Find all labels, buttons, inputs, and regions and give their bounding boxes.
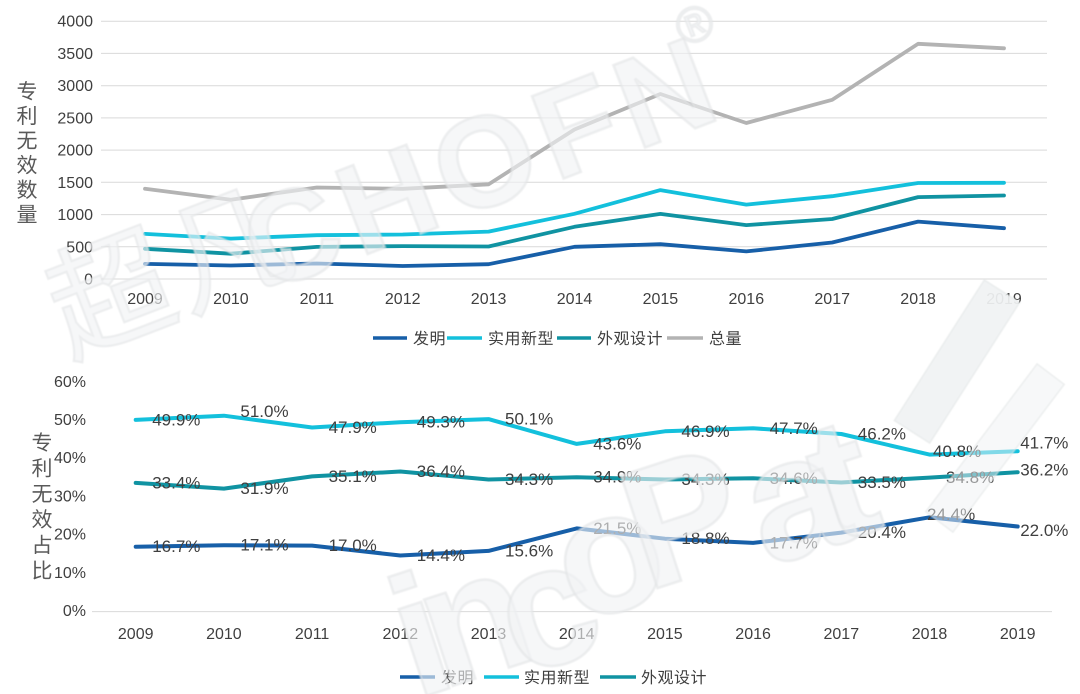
svg-text:21.5%: 21.5%: [593, 519, 641, 538]
svg-text:1500: 1500: [57, 175, 93, 192]
svg-text:2010: 2010: [206, 626, 242, 643]
svg-text:35.1%: 35.1%: [329, 467, 377, 486]
svg-text:2015: 2015: [643, 291, 679, 308]
svg-text:60%: 60%: [54, 374, 86, 391]
svg-text:50%: 50%: [54, 412, 86, 429]
svg-text:500: 500: [66, 239, 93, 256]
svg-text:34.9%: 34.9%: [593, 468, 641, 487]
svg-text:2016: 2016: [735, 626, 771, 643]
svg-text:2018: 2018: [912, 626, 948, 643]
svg-text:2011: 2011: [300, 291, 335, 308]
svg-text:2000: 2000: [57, 143, 93, 160]
svg-text:2013: 2013: [471, 626, 507, 643]
svg-text:49.9%: 49.9%: [152, 410, 200, 429]
svg-text:2017: 2017: [814, 291, 850, 308]
svg-text:30%: 30%: [54, 488, 86, 505]
svg-text:2019: 2019: [1000, 626, 1036, 643]
svg-text:18.8%: 18.8%: [681, 529, 729, 548]
svg-text:50.1%: 50.1%: [505, 410, 553, 429]
svg-text:3500: 3500: [57, 46, 93, 63]
svg-text:40%: 40%: [54, 450, 86, 467]
svg-text:2013: 2013: [471, 291, 507, 308]
svg-text:2011: 2011: [295, 626, 330, 643]
svg-text:1000: 1000: [57, 207, 93, 224]
svg-text:2010: 2010: [213, 291, 249, 308]
svg-text:2014: 2014: [559, 626, 595, 643]
svg-text:2012: 2012: [385, 291, 421, 308]
svg-text:17.1%: 17.1%: [240, 536, 288, 555]
svg-text:2016: 2016: [729, 291, 765, 308]
svg-text:34.6%: 34.6%: [770, 469, 818, 488]
svg-text:16.7%: 16.7%: [152, 537, 200, 556]
svg-text:20.4%: 20.4%: [858, 523, 906, 542]
svg-text:14.4%: 14.4%: [417, 546, 465, 565]
svg-text:2015: 2015: [647, 626, 683, 643]
svg-text:10%: 10%: [54, 565, 86, 582]
svg-text:49.3%: 49.3%: [417, 413, 465, 432]
svg-text:17.0%: 17.0%: [329, 536, 377, 555]
svg-text:34.3%: 34.3%: [681, 470, 729, 489]
svg-text:20%: 20%: [54, 527, 86, 544]
svg-text:0%: 0%: [63, 603, 86, 620]
svg-text:2018: 2018: [900, 291, 936, 308]
svg-text:46.2%: 46.2%: [858, 425, 906, 444]
svg-text:2012: 2012: [383, 626, 419, 643]
svg-text:46.9%: 46.9%: [681, 422, 729, 441]
svg-text:47.7%: 47.7%: [770, 419, 818, 438]
svg-text:31.9%: 31.9%: [240, 479, 288, 498]
svg-text:51.0%: 51.0%: [240, 402, 288, 421]
svg-text:41.7%: 41.7%: [1020, 434, 1068, 453]
svg-text:2017: 2017: [824, 626, 860, 643]
svg-text:36.2%: 36.2%: [1020, 461, 1068, 480]
svg-text:43.6%: 43.6%: [593, 434, 641, 453]
svg-text:2009: 2009: [118, 626, 154, 643]
svg-text:4000: 4000: [57, 14, 93, 31]
svg-text:34.3%: 34.3%: [505, 470, 553, 489]
svg-text:17.7%: 17.7%: [770, 533, 818, 552]
svg-text:33.5%: 33.5%: [858, 473, 906, 492]
svg-text:3000: 3000: [57, 78, 93, 95]
svg-text:47.9%: 47.9%: [329, 418, 377, 437]
svg-text:15.6%: 15.6%: [505, 541, 553, 560]
svg-text:22.0%: 22.0%: [1020, 521, 1068, 540]
svg-text:2500: 2500: [57, 110, 93, 127]
svg-text:2014: 2014: [557, 291, 593, 308]
svg-text:36.4%: 36.4%: [417, 462, 465, 481]
svg-text:33.4%: 33.4%: [152, 473, 200, 492]
